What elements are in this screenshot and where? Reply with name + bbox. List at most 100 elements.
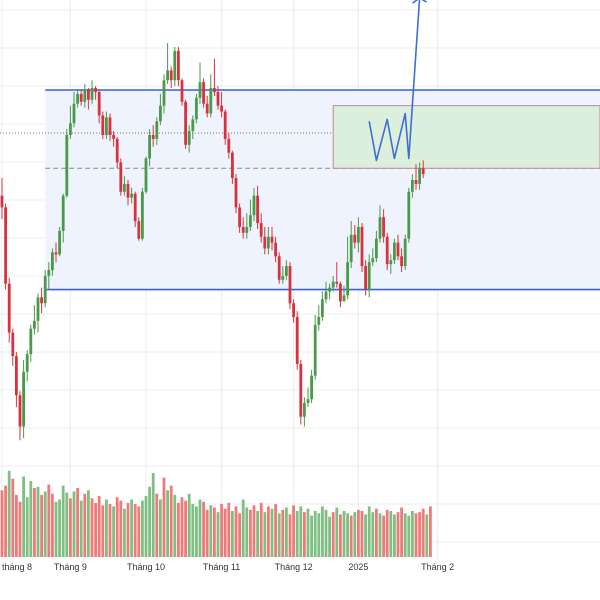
candle-body [256, 195, 259, 224]
volume-bar [277, 513, 281, 557]
candle-body [115, 138, 119, 163]
volume-bar [166, 490, 169, 557]
candle-body [411, 180, 414, 192]
volume-bar [94, 502, 97, 557]
volume-bar [97, 496, 101, 557]
candle-body [65, 135, 69, 196]
volume-bar [22, 476, 25, 557]
volume-bar [227, 502, 231, 557]
volume-bar [414, 513, 418, 557]
candle-body [396, 242, 400, 257]
volume-bar [425, 514, 429, 557]
volume-bar [331, 512, 335, 557]
volume-bar [29, 481, 33, 557]
projection-path [368, 0, 427, 162]
candlesticks [0, 43, 425, 441]
volume-bar [187, 493, 191, 557]
volume-bar [130, 499, 133, 557]
volume-bar [144, 496, 148, 557]
volume-bar [76, 488, 79, 557]
volume-bar [385, 509, 389, 557]
candle-body [180, 80, 184, 102]
volume-bar [198, 499, 202, 557]
candle-body [25, 354, 29, 372]
candle-body [364, 266, 367, 290]
candle-body [72, 103, 76, 124]
candle-body [15, 356, 18, 396]
volume-bar [11, 478, 15, 557]
volume-bar [223, 508, 227, 557]
candle-body [11, 332, 15, 357]
volume-bar [61, 485, 65, 557]
candle-body [223, 111, 227, 139]
candle-body [400, 256, 403, 267]
volume-bar [259, 502, 263, 557]
candle-body [148, 135, 151, 159]
volume-bar [360, 511, 364, 557]
candle-body [4, 207, 7, 284]
candle-body [339, 283, 342, 302]
target-zone [332, 105, 600, 169]
candle-body [97, 91, 101, 116]
volume-bar [83, 493, 87, 557]
volume-bar [382, 515, 385, 557]
volume-bar [281, 509, 285, 557]
candle-body [227, 138, 231, 153]
projection-line [368, 0, 421, 162]
candle-body [133, 193, 137, 222]
volume-bar [339, 514, 342, 557]
volume-bar [184, 500, 187, 557]
volume-bar [306, 508, 310, 557]
candle-body [144, 158, 148, 192]
volume-bar [295, 511, 299, 557]
volume-bar [58, 499, 61, 557]
volume-bar [324, 509, 328, 557]
candle-body [94, 88, 97, 92]
candle-body [385, 236, 389, 265]
candle-body [173, 50, 177, 81]
x-tick-label: Tháng 11 [203, 562, 240, 572]
candle-body [331, 281, 335, 288]
volume-bar [36, 486, 40, 557]
candle-body [414, 180, 418, 184]
volume-bar [72, 491, 76, 557]
candle-body [126, 183, 130, 198]
volume-bar [213, 507, 216, 557]
candle-body [33, 320, 36, 329]
volume-bar [299, 506, 303, 557]
target-zone-box [332, 105, 600, 169]
candle-body [306, 399, 310, 404]
volume-bar [4, 485, 7, 557]
candle-body [18, 395, 22, 427]
candle-body [288, 266, 292, 304]
candle-body [259, 223, 263, 237]
volume-bar [25, 497, 29, 557]
candle-body [205, 103, 209, 114]
candle-body [202, 82, 205, 104]
volume-bar [241, 499, 245, 557]
volume-bar [245, 507, 249, 557]
candle-body [249, 215, 252, 227]
volume-bar [148, 486, 151, 557]
volume-bar [209, 505, 213, 557]
candle-body [335, 281, 339, 284]
candle-body [187, 131, 191, 145]
volume-bar [123, 508, 126, 557]
candle-body [231, 152, 234, 179]
volume-bar [108, 504, 112, 557]
volume-bar [195, 506, 198, 557]
candle-body [263, 236, 267, 249]
volume-bar [353, 512, 357, 557]
volume-bar [40, 494, 43, 557]
candle-body [303, 403, 306, 417]
candle-body [349, 234, 353, 263]
volume-bar [270, 508, 274, 557]
volume-bar [202, 501, 205, 557]
candle-body [58, 230, 61, 255]
volume-bar [252, 505, 256, 557]
candle-body [407, 191, 411, 239]
candle-body [277, 256, 281, 280]
volume-bar [375, 508, 378, 557]
candle-body [7, 283, 11, 333]
candle-body [382, 217, 385, 237]
